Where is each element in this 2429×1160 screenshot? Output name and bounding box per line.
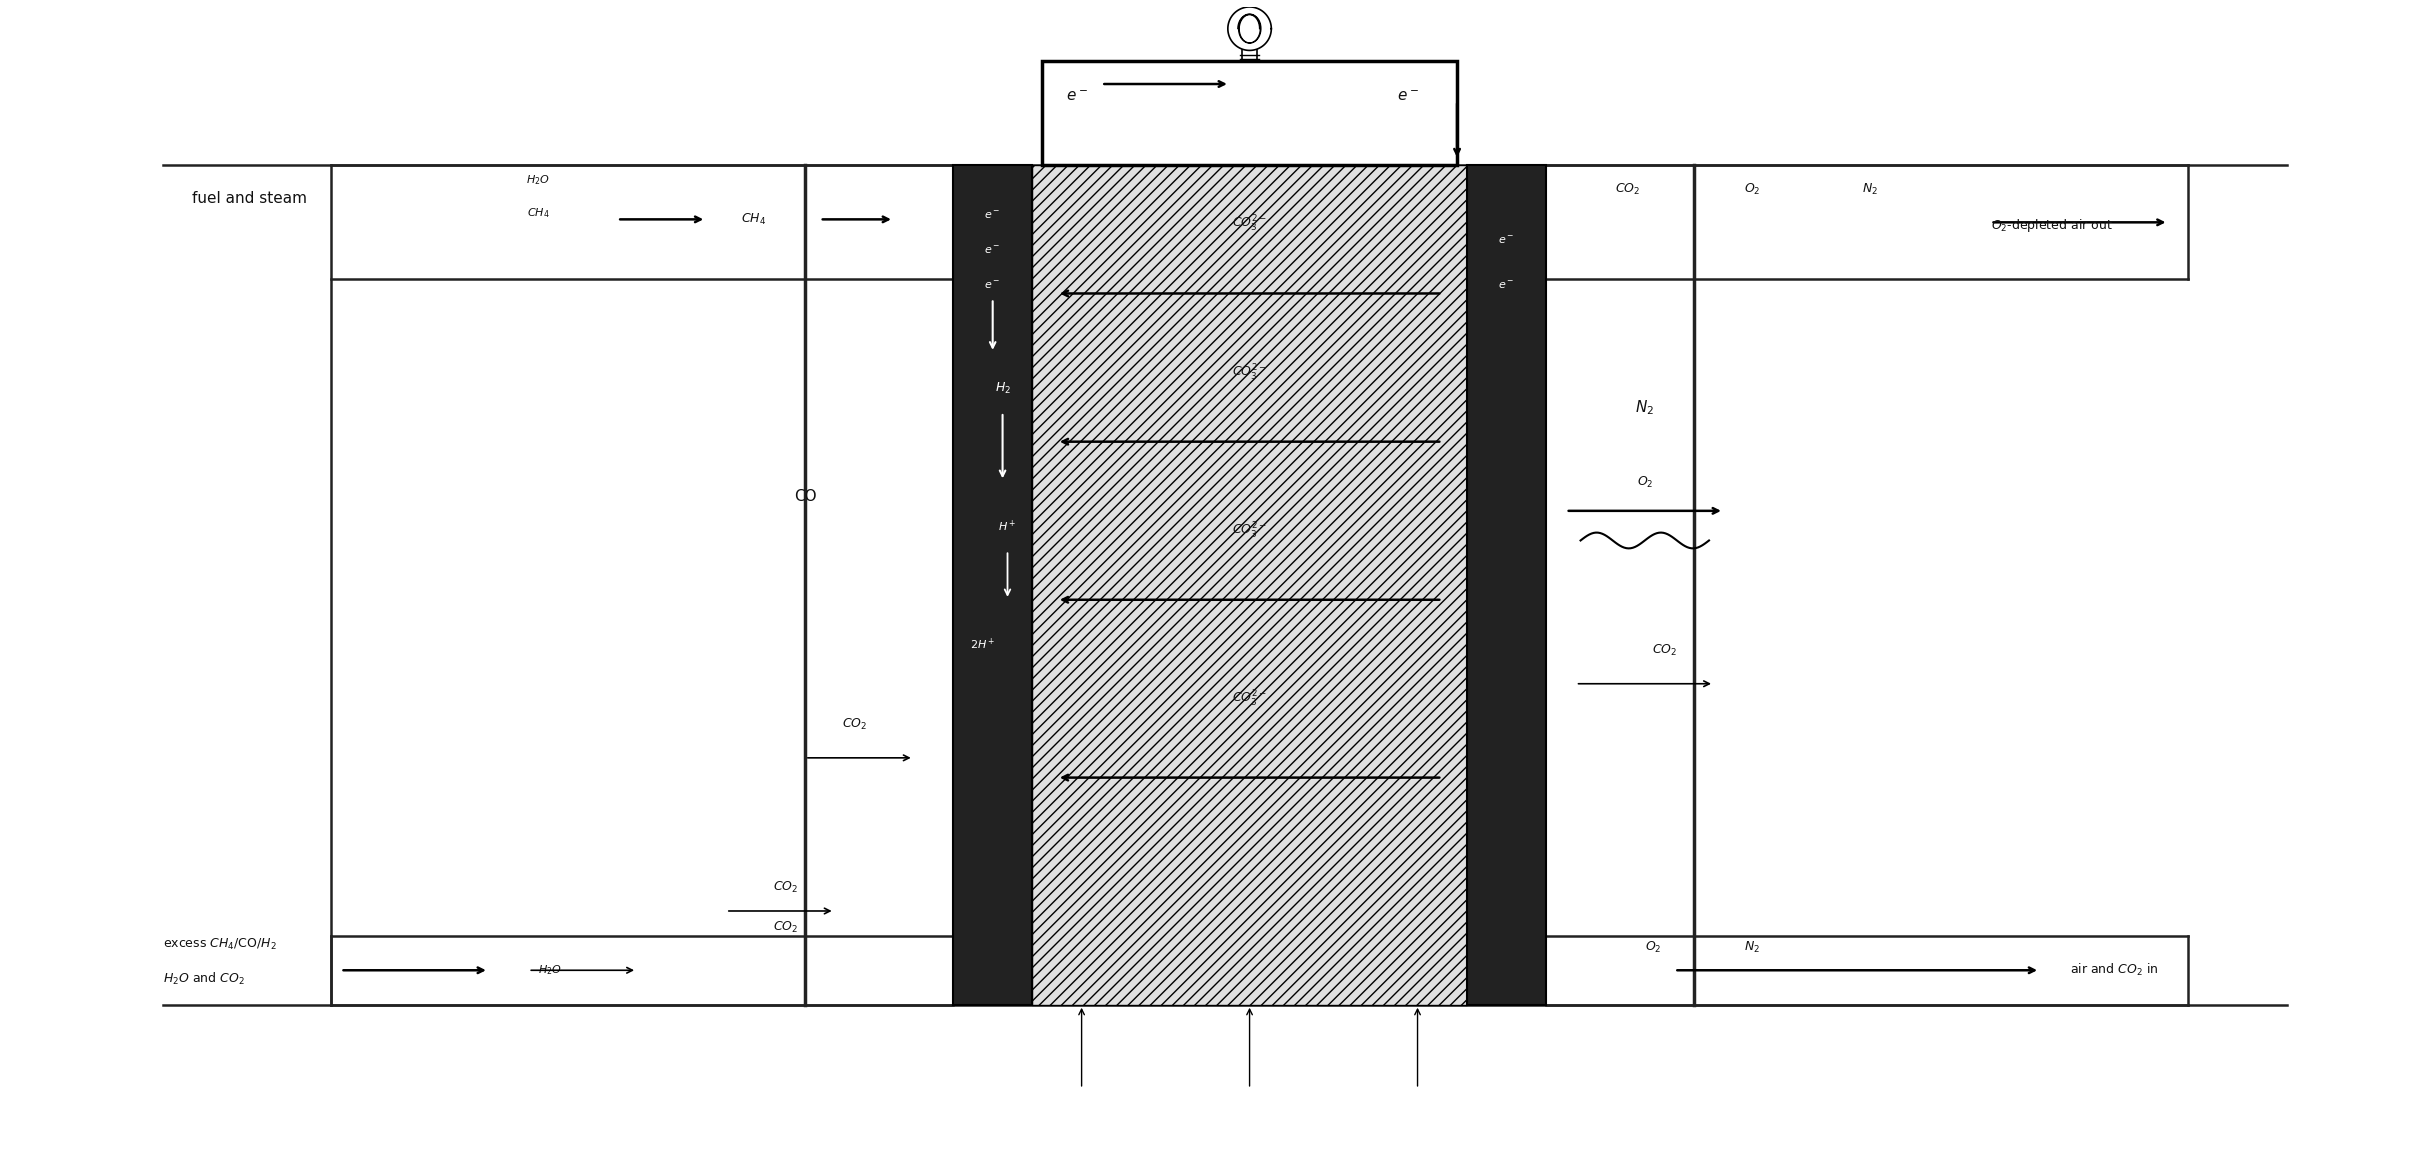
Text: air and $CO_2$ in: air and $CO_2$ in	[2070, 963, 2159, 978]
Text: $e^-$: $e^-$	[1499, 235, 1516, 246]
Text: excess $CH_4$/CO/$H_2$: excess $CH_4$/CO/$H_2$	[163, 936, 277, 951]
Text: $N_2$: $N_2$	[1863, 182, 1878, 197]
Text: fuel and steam: fuel and steam	[192, 190, 308, 205]
Text: $2H^+$: $2H^+$	[969, 637, 996, 652]
Text: $H_2O$: $H_2O$	[527, 173, 549, 187]
Text: $CH_4$: $CH_4$	[527, 206, 549, 220]
Text: $CO_2$: $CO_2$	[843, 717, 867, 732]
Text: $CO_3^{2-}$: $CO_3^{2-}$	[1232, 215, 1268, 234]
Text: $N_2$: $N_2$	[1744, 940, 1759, 955]
Text: $e^-$: $e^-$	[1397, 89, 1419, 103]
Text: $e^-$: $e^-$	[1499, 280, 1516, 291]
Text: $O_2$-depleted air out: $O_2$-depleted air out	[1992, 217, 2113, 234]
Text: $CO_2$: $CO_2$	[1652, 643, 1676, 658]
Text: $e^-$: $e^-$	[984, 210, 1001, 222]
Text: $O_2$: $O_2$	[1637, 476, 1654, 491]
Text: $CO_2$: $CO_2$	[772, 880, 797, 896]
Bar	[1467, 165, 1545, 1005]
Text: $H_2$: $H_2$	[882, 490, 896, 505]
Text: $CO_3^{2-}$: $CO_3^{2-}$	[1232, 521, 1268, 541]
Text: $CO_2$: $CO_2$	[772, 920, 797, 935]
Text: $e^-$: $e^-$	[984, 280, 1001, 291]
Bar	[1042, 61, 1457, 165]
Text: $H^+$: $H^+$	[998, 519, 1018, 534]
Text: $CO_2$: $CO_2$	[1615, 182, 1640, 197]
Text: $e^-$: $e^-$	[1066, 89, 1088, 103]
Text: $H_2O$ and $CO_2$: $H_2O$ and $CO_2$	[163, 971, 245, 987]
Text: $CO_3^{2-}$: $CO_3^{2-}$	[1232, 362, 1268, 383]
Bar	[1032, 165, 1467, 1005]
Text: $N_2$: $N_2$	[1635, 398, 1654, 416]
Text: $CH_4$: $CH_4$	[741, 212, 765, 227]
Text: $O_2$: $O_2$	[1644, 940, 1661, 955]
Text: $e^-$: $e^-$	[984, 245, 1001, 256]
Text: $H_2$: $H_2$	[993, 382, 1010, 397]
Text: CO: CO	[794, 490, 816, 503]
Text: $CO_3^{2-}$: $CO_3^{2-}$	[1232, 689, 1268, 709]
Bar	[952, 165, 1032, 1005]
Text: $H_2O$: $H_2O$	[539, 963, 561, 977]
Text: $O_2$: $O_2$	[1744, 182, 1761, 197]
